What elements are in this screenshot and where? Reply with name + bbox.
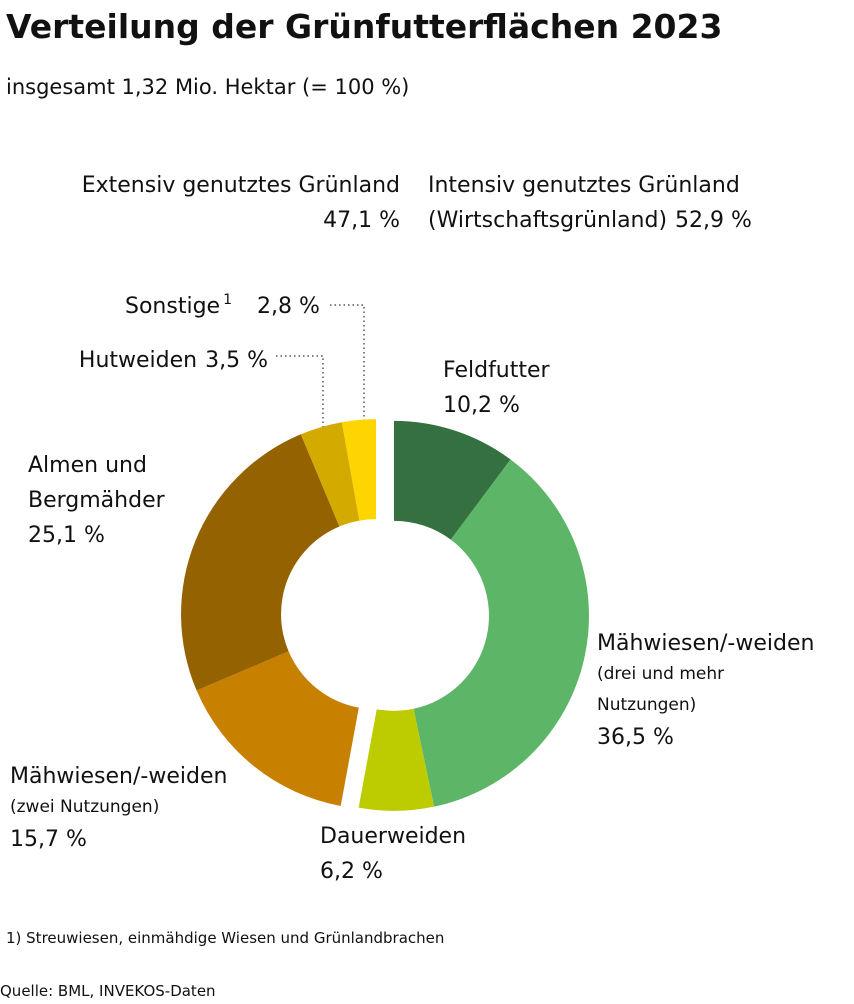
segment-label: Hutweiden 3,5 % [79, 348, 268, 373]
segment-group [358, 420, 589, 811]
segment-value-label: 15,7 % [10, 827, 87, 852]
segment-group [181, 419, 377, 806]
footnote: 1) Streuwiesen, einmähdige Wiesen und Gr… [6, 929, 444, 947]
segment-label: Sonstige 1 [125, 292, 232, 319]
segment-value-label: 3,5 % [205, 348, 268, 373]
segment-name: Feldfutter [443, 358, 551, 383]
chart-title: Verteilung der Grünfutterflächen 2023 [6, 7, 722, 46]
donut-segment [413, 459, 589, 807]
segment-name: Mähwiesen/-weiden [597, 631, 814, 656]
group-label: Intensiv genutztes Grünland [428, 173, 740, 198]
segment-note: (drei und mehr [597, 664, 724, 684]
group-note: (Wirtschaftsgrünland) [428, 208, 667, 233]
source: Quelle: BML, INVEKOS-Daten [0, 982, 216, 1000]
segment-name: Sonstige [125, 294, 220, 319]
group-value-label: 47,1 % [323, 208, 400, 233]
segment-value-label: 10,2 % [443, 393, 520, 418]
segment-value-label: 2,8 % [257, 294, 320, 319]
segment-value-label: 6,2 % [320, 859, 383, 884]
footnote-mark: 1 [223, 292, 232, 308]
donut-segment [300, 422, 360, 527]
segment-value-label: 25,1 % [28, 523, 105, 548]
segment-name: Dauerweiden [320, 824, 466, 849]
donut-segment [358, 708, 435, 811]
donut-segment [393, 420, 511, 540]
group-value-label: 52,9 % [675, 208, 752, 233]
donut-segment [341, 419, 377, 521]
segment-name: Bergmähder [28, 488, 166, 513]
donut-segment [181, 434, 340, 691]
segment-note: (zwei Nutzungen) [10, 797, 159, 817]
donut-segment [196, 651, 359, 806]
group-label: Extensiv genutztes Grünland [82, 173, 400, 198]
segment-value-label: 36,5 % [597, 725, 674, 750]
segment-name: Almen und [28, 453, 147, 478]
leader-line [276, 355, 324, 432]
chart-subtitle: insgesamt 1,32 Mio. Hektar (= 100 %) [6, 75, 409, 99]
leader-line [330, 304, 365, 426]
group-label-line: (Wirtschaftsgrünland) 52,9 % [428, 208, 752, 233]
segment-name: Mähwiesen/-weiden [10, 764, 227, 789]
segment-note: Nutzungen) [597, 695, 696, 715]
segment-name: Hutweiden [79, 348, 197, 373]
